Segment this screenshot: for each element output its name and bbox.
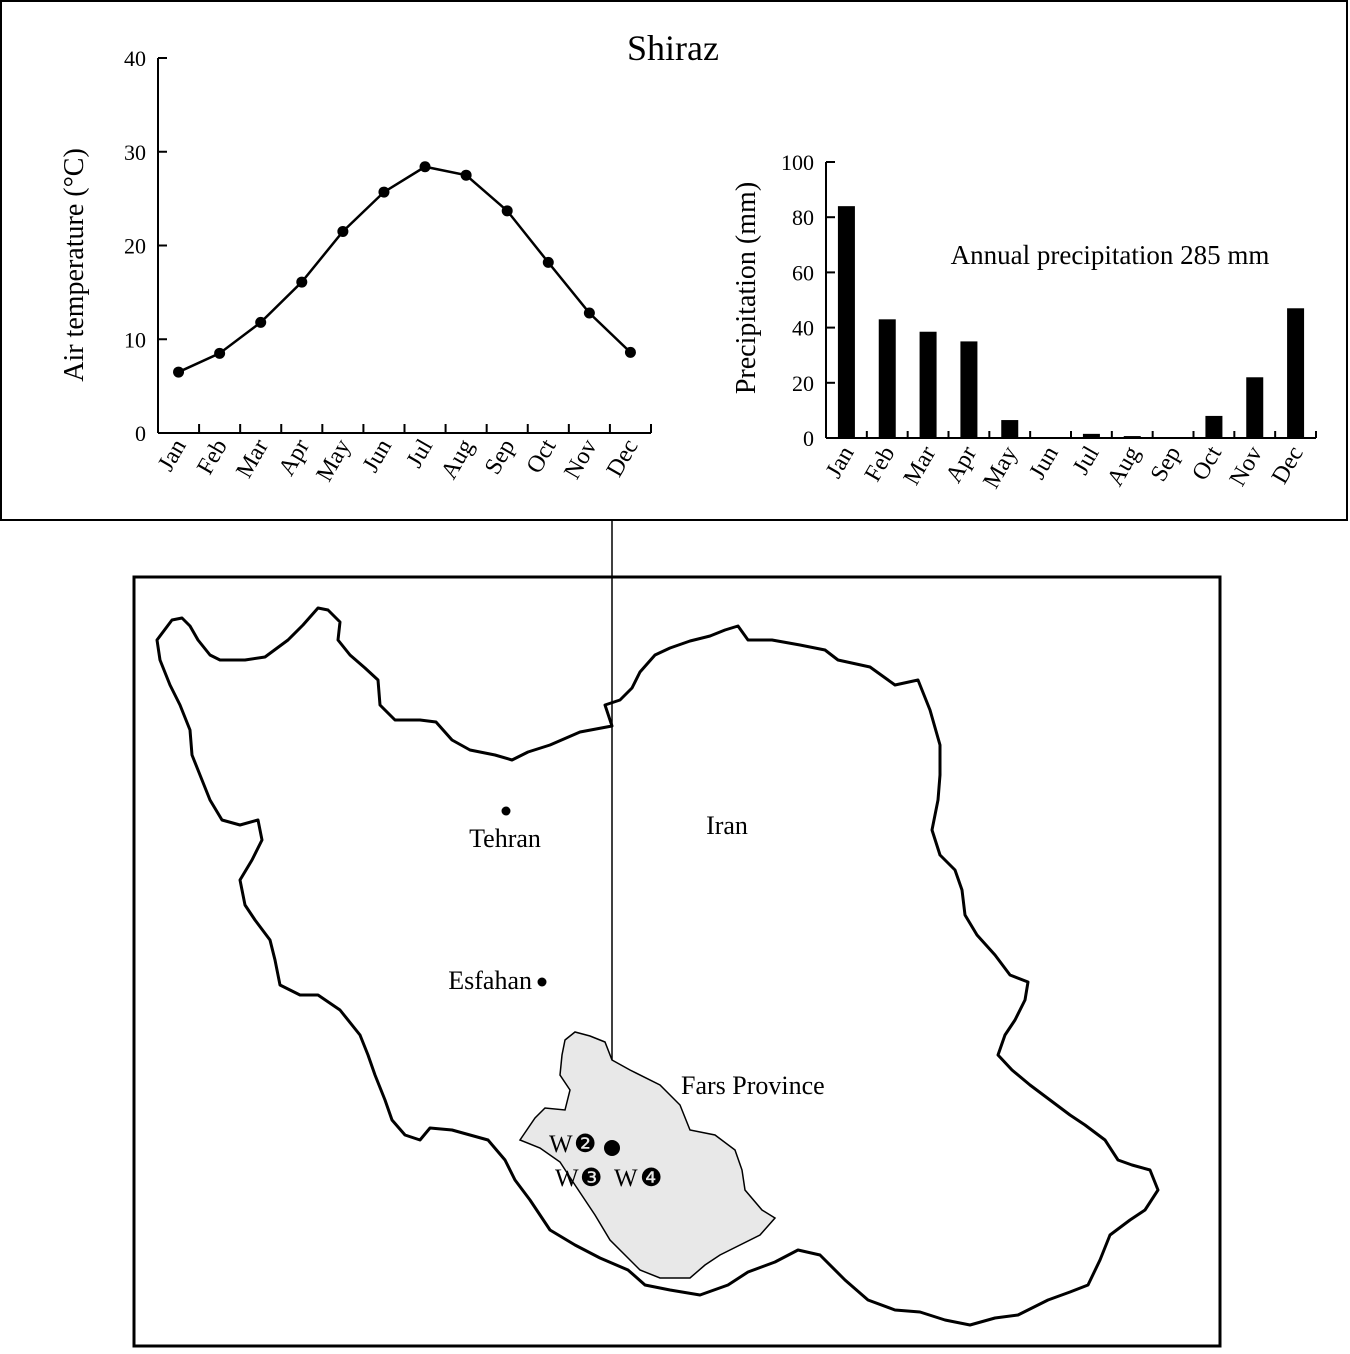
precipitation-x-tick-label: Feb: [860, 442, 901, 486]
temperature-point: [214, 347, 226, 359]
temperature-x-tick-label: Sep: [480, 435, 521, 479]
precipitation-bar: [1001, 420, 1019, 438]
temperature-x-tick-label: Jan: [153, 435, 192, 476]
precipitation-x-tick-label: Nov: [1225, 442, 1268, 491]
temperature-x-tick-label: Feb: [192, 435, 233, 479]
temperature-point: [624, 346, 636, 358]
site-w2-number: ❷: [574, 1131, 596, 1158]
precipitation-x-tick-label: Dec: [1267, 442, 1309, 488]
temperature-point: [337, 225, 349, 237]
temperature-point: [255, 316, 267, 328]
temperature-x-tick-label: Jun: [358, 435, 397, 477]
precipitation-y-axis-title: Precipitation (mm): [731, 182, 762, 394]
precipitation-bar: [1082, 433, 1100, 438]
temperature-y-tick-label: 10: [124, 327, 146, 352]
precipitation-bar: [1287, 308, 1305, 438]
precipitation-bar: [1246, 377, 1264, 438]
temperature-point: [460, 169, 472, 181]
precipitation-x-tick-label: Oct: [1187, 442, 1227, 485]
precipitation-x-tick-label: Jun: [1025, 442, 1064, 484]
precipitation-bar: [837, 206, 855, 438]
temperature-series-line: [178, 165, 632, 374]
precipitation-y-tick-label: 80: [792, 205, 814, 230]
temperature-y-tick-label: 40: [124, 46, 146, 71]
esfahan-marker: [537, 977, 547, 987]
precipitation-bars: [837, 206, 1305, 438]
temperature-point: [173, 366, 185, 378]
temperature-x-tick-label: Jul: [402, 435, 439, 473]
precipitation-bar: [960, 341, 978, 438]
precipitation-x-tick-label: May: [978, 442, 1023, 493]
temperature-point: [542, 256, 554, 268]
site-w3-number: ❸: [580, 1165, 602, 1192]
temperature-y-axis-title: Air temperature (°C): [59, 148, 90, 382]
precipitation-y-tick-label: 60: [792, 260, 814, 285]
precipitation-x-tick-label: Sep: [1146, 442, 1187, 486]
annual-precipitation-annotation: Annual precipitation 285 mm: [951, 240, 1270, 270]
iran-outline: [155, 606, 1160, 1327]
temperature-x-tick-label: Aug: [436, 435, 479, 484]
tehran-label: Tehran: [469, 824, 541, 853]
temperature-y-ticks: 0 10 20 30 40: [124, 46, 167, 446]
temperature-point: [583, 307, 595, 319]
precipitation-y-tick-label: 40: [792, 316, 814, 341]
temperature-x-tick-label: Nov: [559, 435, 602, 484]
temperature-x-tick-label: Apr: [274, 435, 315, 480]
site-w3-prefix: W: [555, 1165, 579, 1192]
temperature-point: [419, 161, 431, 173]
temperature-y-tick-label: 0: [135, 421, 146, 446]
temperature-y-tick-label: 30: [124, 140, 146, 165]
shiraz-marker: [604, 1140, 620, 1156]
tehran-marker: [501, 806, 511, 816]
temperature-point: [378, 186, 390, 198]
esfahan-label: Esfahan: [448, 966, 532, 995]
map-panel-frame: [132, 575, 1222, 1348]
precipitation-x-tick-label: Aug: [1102, 442, 1145, 491]
precipitation-bar: [1123, 436, 1141, 438]
precipitation-x-tick-label: Apr: [941, 442, 982, 487]
temperature-x-tick-label: Mar: [231, 435, 274, 483]
temperature-x-tick-label: Oct: [522, 435, 562, 478]
site-w4-prefix: W: [614, 1165, 638, 1192]
temperature-points: [173, 161, 636, 378]
temperature-x-tick-label: Dec: [602, 435, 644, 481]
temperature-y-tick-label: 20: [124, 234, 146, 259]
site-w2-prefix: W: [549, 1131, 573, 1158]
precipitation-bar: [919, 331, 937, 438]
chart-title: Shiraz: [627, 28, 719, 68]
temperature-point: [501, 205, 513, 217]
precipitation-y-tick-label: 20: [792, 371, 814, 396]
precipitation-x-tick-label: Mar: [899, 442, 942, 490]
temperature-x-tick-label: May: [312, 435, 357, 486]
charts-panel-frame: [0, 0, 1348, 521]
precipitation-x-tick-label: Jan: [821, 442, 860, 483]
iran-label: Iran: [706, 811, 748, 840]
precipitation-bar: [1205, 415, 1223, 438]
precipitation-y-tick-label: 100: [781, 150, 814, 175]
precipitation-x-tick-label: Jul: [1068, 442, 1105, 480]
precipitation-y-tick-label: 0: [803, 426, 814, 451]
fars-province: [518, 1031, 777, 1279]
fars-province-label: Fars Province: [681, 1071, 825, 1100]
site-w4-number: ❹: [640, 1165, 662, 1192]
precipitation-y-ticks: 0 20 40 60 80 100: [781, 150, 835, 451]
temperature-point: [296, 276, 308, 288]
precipitation-bar: [878, 319, 896, 438]
